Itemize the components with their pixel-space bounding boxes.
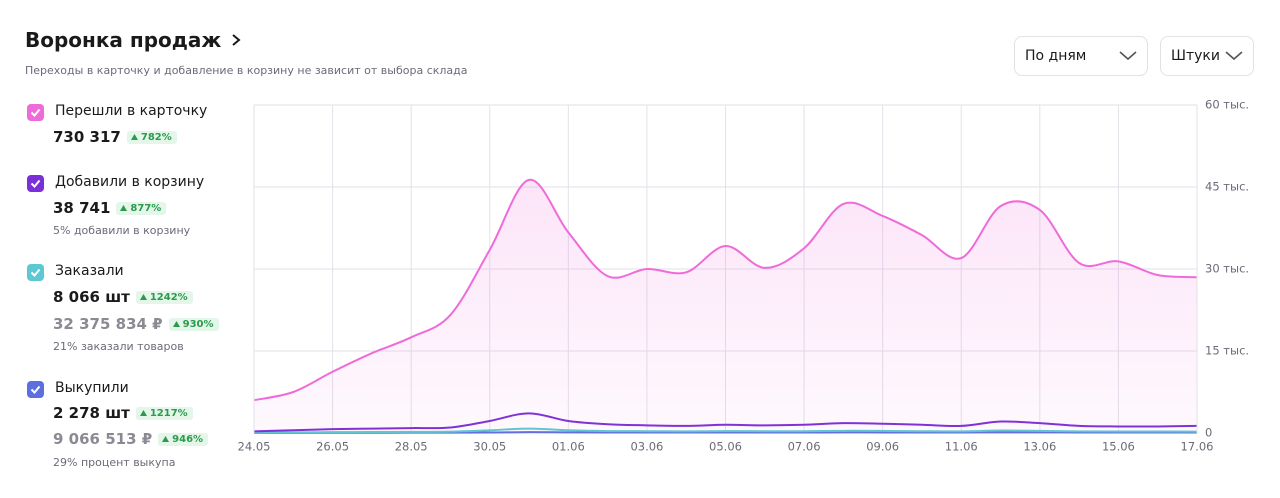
series-note: 5% добавили в корзину bbox=[53, 224, 191, 237]
up-arrow bbox=[130, 134, 138, 140]
x-tick-label: 24.05 bbox=[238, 440, 271, 454]
total-value: 2 278 шт bbox=[53, 404, 130, 422]
arrow-shape bbox=[139, 294, 147, 300]
series-name: Заказали bbox=[55, 263, 124, 279]
change-value: 1242% bbox=[149, 291, 188, 303]
series-name: Выкупили bbox=[55, 380, 129, 396]
up-arrow bbox=[162, 436, 170, 442]
total-row: 730 317 782% bbox=[53, 128, 177, 146]
change-value: 1217% bbox=[149, 407, 188, 419]
change-value: 782% bbox=[140, 131, 172, 143]
arrow-shape bbox=[130, 134, 138, 140]
title: Воронка продаж bbox=[25, 28, 222, 52]
check-icon bbox=[30, 385, 41, 394]
y-tick-label: 0 bbox=[1205, 426, 1212, 440]
series-checkbox[interactable] bbox=[27, 264, 44, 281]
x-tick-label: 13.06 bbox=[1023, 440, 1056, 454]
arrow-shape bbox=[139, 410, 147, 416]
x-tick-label: 09.06 bbox=[866, 440, 899, 454]
dropdown-label: По дням bbox=[1025, 48, 1087, 64]
subtitle: Переходы в карточку и добавление в корзи… bbox=[25, 64, 468, 77]
title-row[interactable]: Воронка продаж bbox=[25, 28, 241, 52]
check-icon bbox=[30, 268, 41, 277]
chevron-icon bbox=[232, 34, 241, 46]
y-tick-label: 60 тыс. bbox=[1205, 98, 1249, 112]
dropdown-icon bbox=[1119, 51, 1137, 61]
check-shape bbox=[30, 268, 41, 277]
series-checkbox[interactable] bbox=[27, 381, 44, 398]
series-area bbox=[254, 179, 1197, 433]
series-checkbox[interactable] bbox=[27, 175, 44, 192]
revenue-row: 9 066 513 ₽ 946% bbox=[53, 430, 209, 448]
y-tick-label: 15 тыс. bbox=[1205, 344, 1249, 358]
up-arrow bbox=[172, 321, 180, 327]
change-badge: 877% bbox=[116, 201, 167, 215]
total-row: 2 278 шт 1217% bbox=[53, 404, 193, 422]
dropdown-icon bbox=[1225, 51, 1243, 61]
x-tick-label: 26.05 bbox=[316, 440, 349, 454]
y-tick-label: 45 тыс. bbox=[1205, 180, 1249, 194]
unit-dropdown[interactable]: Штуки bbox=[1160, 36, 1254, 76]
change-value: 930% bbox=[182, 318, 214, 330]
arrow-shape bbox=[162, 436, 170, 442]
up-arrow bbox=[139, 294, 147, 300]
series-line bbox=[253, 178, 1198, 402]
change-badge: 946% bbox=[158, 432, 209, 446]
x-tick-label: 17.06 bbox=[1181, 440, 1214, 454]
series-note: 21% заказали товаров bbox=[53, 340, 184, 353]
change-badge: 782% bbox=[126, 130, 177, 144]
x-tick-label: 11.06 bbox=[945, 440, 978, 454]
x-tick-label: 28.05 bbox=[395, 440, 428, 454]
x-tick-label: 05.06 bbox=[709, 440, 742, 454]
check-icon bbox=[30, 108, 41, 117]
series-checkbox[interactable] bbox=[27, 104, 44, 121]
x-tick-label: 30.05 bbox=[473, 440, 506, 454]
change-badge: 1242% bbox=[135, 290, 193, 304]
series-note: 29% процент выкупа bbox=[53, 456, 176, 469]
x-tick-label: 15.06 bbox=[1102, 440, 1135, 454]
change-badge: 930% bbox=[168, 317, 219, 331]
arrow-shape bbox=[120, 205, 128, 211]
total-row: 8 066 шт 1242% bbox=[53, 288, 193, 306]
revenue-value: 9 066 513 ₽ bbox=[53, 430, 153, 448]
series-name: Перешли в карточку bbox=[55, 103, 208, 119]
y-tick-label: 30 тыс. bbox=[1205, 262, 1249, 276]
arrow-shape bbox=[172, 321, 180, 327]
check-shape bbox=[30, 179, 41, 188]
total-value: 38 741 bbox=[53, 199, 111, 217]
check-icon bbox=[30, 179, 41, 188]
x-tick-label: 07.06 bbox=[788, 440, 821, 454]
up-arrow bbox=[120, 205, 128, 211]
change-value: 946% bbox=[172, 433, 204, 445]
revenue-value: 32 375 834 ₽ bbox=[53, 315, 163, 333]
check-shape bbox=[30, 385, 41, 394]
x-tick-label: 03.06 bbox=[630, 440, 663, 454]
period-dropdown[interactable]: По дням bbox=[1014, 36, 1148, 76]
total-row: 38 741 877% bbox=[53, 199, 167, 217]
dropdown-label: Штуки bbox=[1171, 48, 1220, 64]
change-value: 877% bbox=[130, 202, 162, 214]
series-name: Добавили в корзину bbox=[55, 174, 205, 190]
check-shape bbox=[30, 108, 41, 117]
total-value: 730 317 bbox=[53, 128, 121, 146]
total-value: 8 066 шт bbox=[53, 288, 130, 306]
revenue-row: 32 375 834 ₽ 930% bbox=[53, 315, 219, 333]
change-badge: 1217% bbox=[135, 406, 193, 420]
x-tick-label: 01.06 bbox=[552, 440, 585, 454]
up-arrow bbox=[139, 410, 147, 416]
